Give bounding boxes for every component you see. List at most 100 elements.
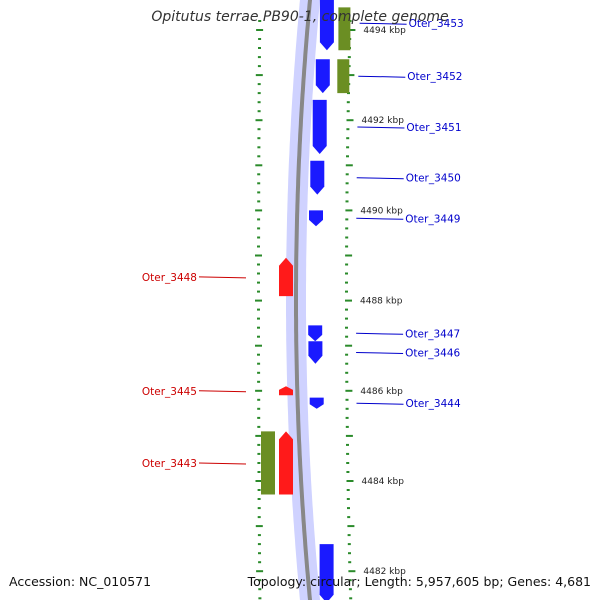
tick-mark [345, 272, 348, 275]
backbone-line [294, 0, 313, 600]
tick-mark [345, 254, 353, 257]
leader-line [358, 75, 406, 78]
feature-oter-3449 [309, 210, 323, 227]
tick-mark [348, 552, 351, 555]
tick-mark [255, 254, 262, 257]
tick-mark [345, 416, 349, 419]
leader-line [356, 217, 404, 220]
tick-mark [257, 489, 261, 491]
tick-mark [257, 380, 261, 383]
backbone [286, 0, 321, 600]
feature-oter-3453 [319, 0, 334, 51]
tick-mark [257, 516, 261, 519]
tick-mark [257, 407, 261, 410]
feature-oter-3448 [279, 257, 293, 297]
tick-mark [258, 588, 262, 591]
feature-oter-3452 [315, 59, 330, 94]
gene-label: Oter_3452 [407, 71, 462, 83]
leader-line [356, 332, 404, 335]
tick-mark [347, 74, 355, 77]
tick-mark [257, 110, 261, 113]
tick-mark [346, 443, 349, 446]
map-title: Opitutus terrae PB90-1, complete genome [151, 9, 449, 25]
tick-mark [347, 543, 351, 546]
tick-mark [255, 299, 262, 302]
tick-mark [257, 83, 261, 86]
tick-mark [257, 534, 261, 537]
tick-mark [257, 137, 261, 140]
tick-mark [345, 218, 349, 221]
tick-mark [256, 29, 264, 31]
tick-mark [346, 155, 349, 158]
genome-summary-text: Topology: circular; Length: 5,957,605 bp… [247, 574, 591, 589]
tick-mark [257, 272, 260, 275]
leader-line [356, 402, 404, 405]
tick-mark [345, 308, 348, 311]
scale-label: 4484 kbp [362, 477, 405, 487]
feature-oter-3450 [310, 160, 325, 195]
tick-mark [255, 389, 263, 392]
tick-mark [257, 317, 260, 320]
feature-rrna-1 [338, 7, 351, 51]
feature-cds-14 [319, 544, 334, 600]
tick-mark [257, 236, 261, 239]
tick-mark [345, 227, 349, 230]
scale-label: 4492 kbp [362, 116, 405, 126]
tick-mark [345, 173, 349, 176]
tick-mark [345, 398, 349, 401]
tick-mark [346, 110, 350, 113]
tick-mark [345, 317, 348, 320]
tick-mark [349, 597, 353, 600]
tick-mark [257, 263, 260, 266]
tick-mark [345, 299, 352, 302]
tick-mark [258, 597, 262, 600]
tick-mark [346, 489, 350, 491]
tick-mark [348, 579, 352, 582]
tick-mark [345, 281, 348, 284]
tick-mark [347, 507, 350, 510]
tick-mark [346, 137, 350, 140]
tick-mark [255, 74, 263, 77]
tick-mark [257, 443, 261, 446]
tick-mark [257, 425, 261, 428]
tick-mark [257, 128, 261, 131]
tick-mark [345, 326, 348, 329]
tick-mark [257, 507, 261, 510]
tick-mark [346, 146, 350, 149]
tick-mark [257, 56, 261, 59]
tick-mark [346, 480, 354, 482]
tick-mark [257, 92, 261, 95]
tick-mark [255, 164, 263, 167]
leader-line [357, 126, 405, 129]
tick-mark [257, 227, 261, 230]
tick-mark [346, 462, 350, 464]
tick-mark [345, 344, 353, 347]
gene-label: Oter_3443 [142, 458, 197, 470]
tick-mark [348, 588, 352, 591]
feature-rrna-3 [337, 59, 350, 94]
tick-mark [346, 119, 354, 122]
tick-mark [257, 543, 261, 546]
tick-mark [345, 209, 353, 212]
leader-line [198, 390, 247, 393]
tick-mark [348, 561, 352, 564]
gene-labels: Oter_3453 Oter_3452 Oter_3451 Oter_3450 Oter… [142, 18, 464, 470]
tick-mark [258, 47, 261, 49]
tick-mark [257, 353, 260, 356]
tick-mark [345, 362, 349, 365]
tick-mark [255, 344, 262, 347]
gene-label: Oter_3445 [142, 386, 197, 398]
gene-label: Oter_3450 [406, 173, 461, 185]
tick-mark [257, 416, 261, 419]
tick-mark [258, 38, 262, 40]
tick-mark [257, 155, 261, 158]
feature-oter-3443 [279, 431, 293, 495]
tick-mark [257, 308, 260, 311]
tick-mark [345, 380, 349, 383]
tick-mark [257, 462, 261, 464]
scale-label: 4486 kbp [360, 387, 403, 397]
tick-mark [346, 128, 350, 131]
leader-line [198, 276, 247, 279]
tick-mark [346, 498, 350, 500]
